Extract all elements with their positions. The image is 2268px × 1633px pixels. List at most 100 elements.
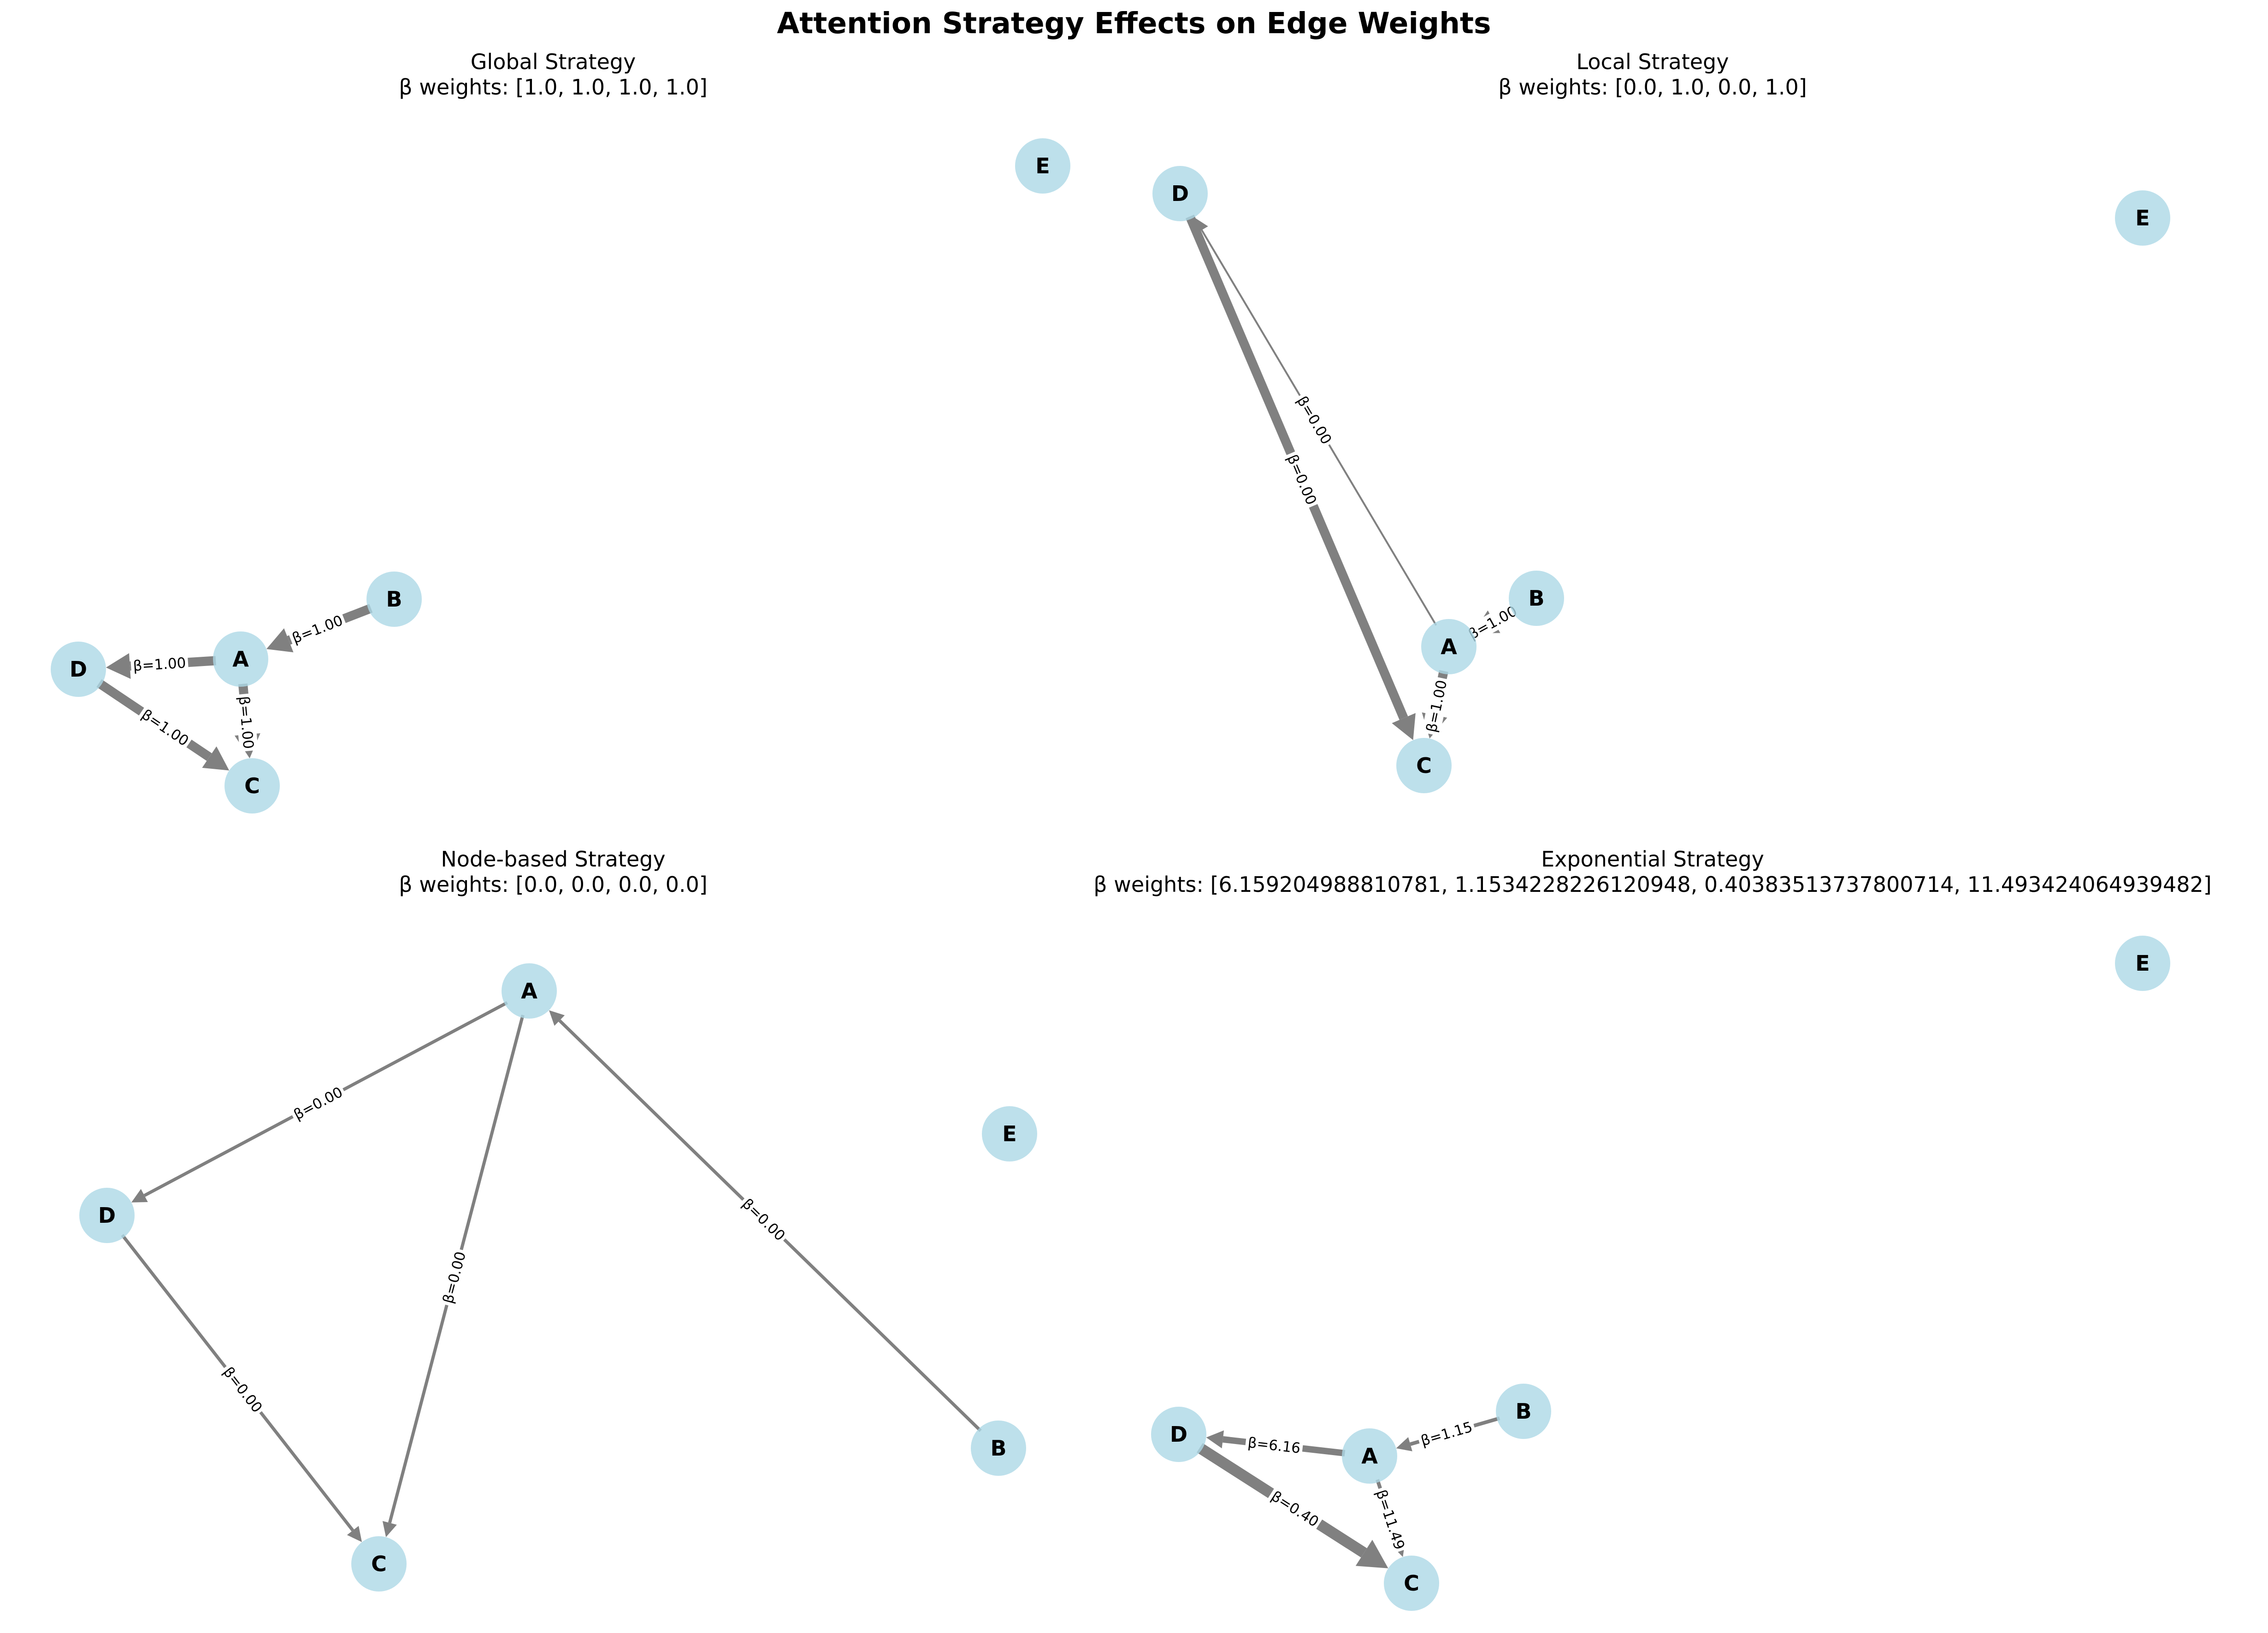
arrowhead bbox=[1396, 1437, 1412, 1451]
node-circle bbox=[1396, 738, 1452, 793]
edge-label-background bbox=[136, 704, 195, 751]
node-E: E bbox=[2115, 190, 2170, 246]
node-B: B bbox=[1509, 571, 1564, 626]
edge-label-background bbox=[130, 653, 189, 675]
node-label: B bbox=[1528, 586, 1544, 611]
node-circle bbox=[1384, 1556, 1439, 1611]
edge-label-text: β=1.00 bbox=[138, 706, 191, 749]
node-label: A bbox=[521, 979, 537, 1003]
node-D: D bbox=[51, 642, 106, 697]
node-label: A bbox=[232, 647, 249, 672]
node-circle bbox=[224, 758, 280, 814]
edge-label: β=6.16 bbox=[1245, 1433, 1304, 1458]
node-A: A bbox=[213, 631, 268, 687]
node-circle bbox=[1342, 1428, 1397, 1484]
node-circle bbox=[1015, 138, 1070, 194]
edge-label-text: β=11.49 bbox=[1372, 1488, 1407, 1552]
node-A: A bbox=[1342, 1428, 1397, 1484]
node-D: D bbox=[1152, 166, 1208, 221]
edge-label-background bbox=[1421, 676, 1452, 736]
panel-title: Local Strategy bbox=[1577, 49, 1729, 74]
node-E: E bbox=[982, 1106, 1037, 1161]
node-B: B bbox=[366, 572, 422, 627]
arrowhead bbox=[549, 1010, 565, 1026]
node-label: C bbox=[1416, 753, 1432, 778]
edge-label-background bbox=[737, 1193, 791, 1246]
node-C: C bbox=[1384, 1556, 1439, 1611]
edge-label-text: β=0.40 bbox=[1268, 1488, 1322, 1530]
node-E: E bbox=[2115, 936, 2170, 991]
arrowhead bbox=[131, 1189, 148, 1203]
node-A: A bbox=[1421, 619, 1477, 674]
node-label: A bbox=[1441, 634, 1457, 659]
panel-title: Exponential Strategy bbox=[1541, 847, 1764, 872]
edge-label-text: β=6.16 bbox=[1247, 1434, 1301, 1457]
edge-label: β=0.00 bbox=[737, 1193, 791, 1246]
panel-subtitle: β weights: [6.159204988810781, 1.1534228… bbox=[1093, 872, 2211, 897]
node-D: D bbox=[79, 1188, 135, 1243]
node-circle bbox=[351, 1536, 407, 1592]
node-A: A bbox=[502, 963, 557, 1019]
edge-label: β=1.15 bbox=[1416, 1417, 1477, 1450]
edge-label: β=0.00 bbox=[1292, 390, 1337, 450]
node-label: D bbox=[1171, 181, 1189, 206]
edge-label-background bbox=[437, 1247, 471, 1308]
edge-label-background bbox=[288, 1081, 348, 1125]
edge-label: β=0.00 bbox=[437, 1247, 471, 1308]
node-circle bbox=[366, 572, 422, 627]
node-E: E bbox=[1015, 138, 1070, 194]
edge-label: β=11.49 bbox=[1371, 1485, 1410, 1554]
node-C: C bbox=[1396, 738, 1452, 793]
node-label: A bbox=[1361, 1444, 1378, 1468]
edge-label-text: β=1.00 bbox=[133, 654, 187, 674]
node-circle bbox=[2115, 936, 2170, 991]
edge-label: β=1.00 bbox=[136, 704, 195, 751]
panel-subtitle: β weights: [1.0, 1.0, 1.0, 1.0] bbox=[399, 75, 707, 100]
node-circle bbox=[213, 631, 268, 687]
figure-title: Attention Strategy Effects on Edge Weigh… bbox=[777, 6, 1491, 40]
edge-label-background bbox=[1282, 449, 1322, 510]
arrowhead bbox=[1355, 1539, 1388, 1568]
edge-label-background bbox=[1416, 1417, 1477, 1450]
panel-title: Node-based Strategy bbox=[441, 847, 665, 872]
edge-label-text: β=0.00 bbox=[220, 1364, 266, 1416]
edge-label-text: β=0.00 bbox=[440, 1250, 469, 1305]
node-D: D bbox=[1151, 1407, 1206, 1462]
node-label: D bbox=[1170, 1422, 1187, 1447]
arrowhead bbox=[106, 653, 131, 679]
node-C: C bbox=[224, 758, 280, 814]
node-label: C bbox=[244, 773, 260, 798]
panel-subtitle: β weights: [0.0, 1.0, 0.0, 1.0] bbox=[1498, 75, 1807, 100]
node-circle bbox=[1509, 571, 1564, 626]
node-label: D bbox=[70, 657, 87, 682]
node-circle bbox=[79, 1188, 135, 1243]
edge-label: β=1.00 bbox=[234, 693, 259, 752]
edge-label-background bbox=[1266, 1486, 1324, 1532]
node-B: B bbox=[971, 1421, 1026, 1476]
edge-label-text: β=1.15 bbox=[1419, 1419, 1474, 1450]
node-label: C bbox=[371, 1551, 387, 1576]
node-label: B bbox=[990, 1436, 1006, 1461]
edge-label: β=0.40 bbox=[1266, 1486, 1324, 1532]
node-circle bbox=[982, 1106, 1037, 1161]
edge-label-text: β=0.00 bbox=[739, 1196, 788, 1244]
node-label: E bbox=[1002, 1121, 1016, 1146]
edge-label-background bbox=[1463, 601, 1522, 644]
edge-label-background bbox=[1292, 390, 1337, 450]
arrowhead bbox=[202, 746, 230, 771]
edge-label: β=0.00 bbox=[1282, 449, 1322, 510]
node-circle bbox=[1421, 619, 1477, 674]
node-label: B bbox=[1515, 1399, 1531, 1424]
panel-subtitle: β weights: [0.0, 0.0, 0.0, 0.0] bbox=[399, 872, 707, 897]
node-label: E bbox=[2135, 206, 2150, 230]
edge-label-background bbox=[1371, 1485, 1410, 1554]
node-circle bbox=[502, 963, 557, 1019]
node-circle bbox=[1496, 1384, 1551, 1439]
node-B: B bbox=[1496, 1384, 1551, 1439]
arrowhead bbox=[266, 628, 294, 653]
